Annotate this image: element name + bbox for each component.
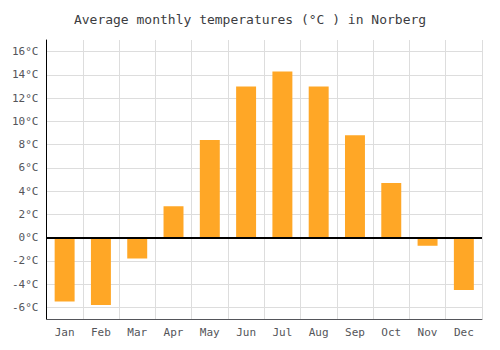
- svg-text:10°C: 10°C: [12, 115, 39, 128]
- svg-text:6°C: 6°C: [19, 161, 39, 174]
- svg-text:-4°C: -4°C: [12, 278, 39, 291]
- svg-text:Average monthly temperatures (: Average monthly temperatures (°C ) in No…: [74, 12, 426, 27]
- svg-text:Jan: Jan: [55, 326, 75, 339]
- svg-text:8°C: 8°C: [19, 138, 39, 151]
- svg-text:-2°C: -2°C: [12, 254, 39, 267]
- svg-text:16°C: 16°C: [12, 45, 39, 58]
- svg-text:-6°C: -6°C: [12, 301, 39, 314]
- svg-text:12°C: 12°C: [12, 92, 39, 105]
- svg-text:Mar: Mar: [127, 326, 147, 339]
- svg-text:May: May: [200, 326, 220, 339]
- svg-text:14°C: 14°C: [12, 68, 39, 81]
- svg-text:Jul: Jul: [272, 326, 292, 339]
- svg-text:Sep: Sep: [345, 326, 365, 339]
- svg-text:Apr: Apr: [164, 326, 184, 339]
- svg-text:Oct: Oct: [381, 326, 401, 339]
- svg-text:4°C: 4°C: [19, 185, 39, 198]
- svg-text:Feb: Feb: [91, 326, 111, 339]
- svg-text:Nov: Nov: [418, 326, 438, 339]
- svg-text:Jun: Jun: [236, 326, 256, 339]
- svg-text:Dec: Dec: [454, 326, 474, 339]
- svg-text:Aug: Aug: [309, 326, 329, 339]
- svg-text:2°C: 2°C: [19, 208, 39, 221]
- svg-text:0°C: 0°C: [19, 231, 39, 244]
